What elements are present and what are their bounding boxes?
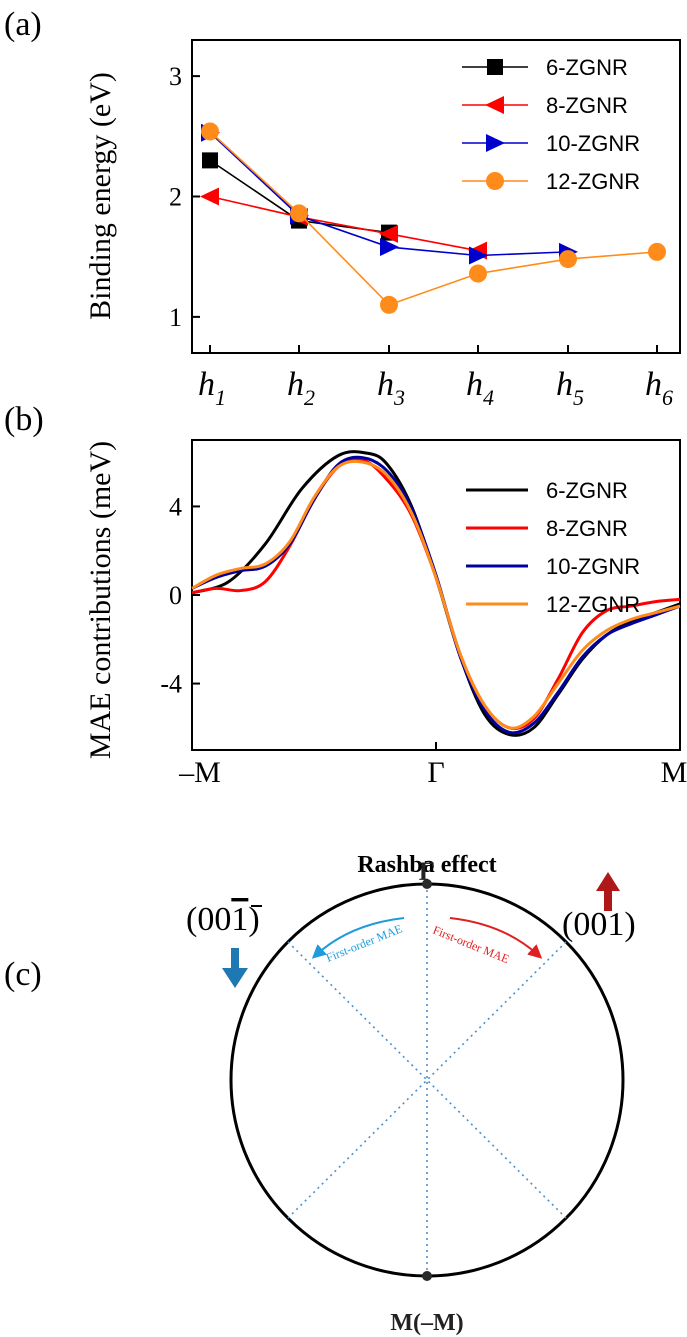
plot-frame-a	[191, 39, 681, 354]
y-axis-label-b: MAE contributions (meV)	[84, 441, 117, 759]
x-tick-label-b-0: –M	[178, 756, 221, 789]
right-label: (001)	[562, 906, 636, 943]
legend-marker-a-8-ZGNR	[485, 96, 504, 114]
panel-label-a: (a)	[4, 6, 42, 43]
legend-label-a-8-ZGNR: 8-ZGNR	[546, 93, 628, 118]
point-a-12-ZGNR-4	[559, 250, 577, 269]
x-tick-label-a-5: h6	[645, 366, 673, 410]
dotted-diagonal-line-1	[287, 941, 567, 1219]
dotted-axes	[287, 884, 567, 1276]
diagram-title: Rashba effect	[357, 852, 496, 878]
y-axis-label-a: Binding energy (eV)	[84, 72, 117, 320]
x-tick-label-b-1: Γ	[427, 756, 444, 789]
x-tick-label-a-1: h2	[287, 366, 315, 410]
point-a-12-ZGNR-5	[648, 242, 666, 261]
panel-label-b: (b)	[4, 401, 44, 438]
legend-a: 6-ZGNR 8-ZGNR 10-ZGNR 12-ZGNR	[462, 55, 640, 194]
x-tick-label-a-0: h1	[198, 366, 226, 410]
legend-marker-a-10-ZGNR	[486, 134, 505, 152]
point-a-12-ZGNR-2	[380, 295, 398, 314]
dotted-diagonal-line-2	[287, 941, 567, 1219]
y-tick-label-a-3: 3	[169, 62, 182, 91]
left-label: (001)	[186, 901, 260, 938]
point-a-6-ZGNR-0	[202, 152, 218, 169]
x-tick-label-a-3: h4	[466, 366, 494, 410]
point-a-12-ZGNR-0	[201, 122, 219, 141]
y-tick-label-b-4: 4	[169, 492, 182, 521]
panel-c-diagram: Rashba effect Γ M(–M) (001) (001) First	[186, 852, 636, 1336]
series-line-a-12-ZGNR	[209, 130, 658, 306]
legend-label-a-6-ZGNR: 6-ZGNR	[546, 55, 628, 80]
x-tick-label-a-4: h5	[556, 366, 584, 410]
point-a-8-ZGNR-0	[200, 187, 219, 206]
series-line-a-8-ZGNR	[209, 195, 479, 252]
red-curved-arrow	[449, 917, 543, 959]
point-a-8-ZGNR-2	[379, 224, 398, 243]
panel-label-c: (c)	[4, 956, 42, 993]
point-a-12-ZGNR-1	[290, 204, 308, 223]
y-tick-label-b-0: 0	[169, 581, 182, 610]
legend-label-a-10-ZGNR: 10-ZGNR	[546, 131, 640, 156]
m-label: M(–M)	[390, 1310, 463, 1336]
gamma-label: Γ	[419, 857, 436, 886]
legend-label-b-12-ZGNR: 12-ZGNR	[546, 592, 640, 617]
series-curve-b-12-ZGNR	[191, 459, 681, 730]
y-tick-label-a-2: 2	[169, 183, 182, 212]
point-a-10-ZGNR-2	[380, 238, 399, 257]
x-tick-label-a-2: h3	[377, 366, 405, 410]
m-point	[422, 1271, 432, 1281]
spin-down-arrow	[222, 948, 248, 988]
left-arrow-label: First-order MAE	[324, 921, 404, 964]
legend-label-b-6-ZGNR: 6-ZGNR	[546, 478, 628, 503]
x-tick-label-b-2: M	[661, 756, 687, 789]
point-a-10-ZGNR-3	[469, 246, 488, 265]
legend-marker-a-12-ZGNR	[486, 172, 504, 190]
legend-label-b-10-ZGNR: 10-ZGNR	[546, 554, 640, 579]
panel-a-chart: Binding energy (eV) 1 2 3 h1 h2 h3 h4 h5 h6 6-ZG…	[84, 39, 681, 410]
gamma-point	[422, 879, 432, 889]
point-a-12-ZGNR-3	[469, 264, 487, 283]
legend-marker-a-6-ZGNR	[487, 59, 503, 75]
panel-b-chart: MAE contributions (meV) -4 0 4 –M Γ M 6-ZGNR 8…	[84, 439, 687, 789]
blue-curved-arrow	[311, 917, 405, 959]
legend-label-b-8-ZGNR: 8-ZGNR	[546, 516, 628, 541]
legend-label-a-12-ZGNR: 12-ZGNR	[546, 169, 640, 194]
y-tick-label-a-1: 1	[169, 303, 182, 332]
spin-up-arrow	[596, 872, 620, 911]
y-tick-label-b--4: -4	[160, 670, 182, 699]
legend-b: 6-ZGNR 8-ZGNR 10-ZGNR 12-ZGNR	[466, 478, 640, 617]
